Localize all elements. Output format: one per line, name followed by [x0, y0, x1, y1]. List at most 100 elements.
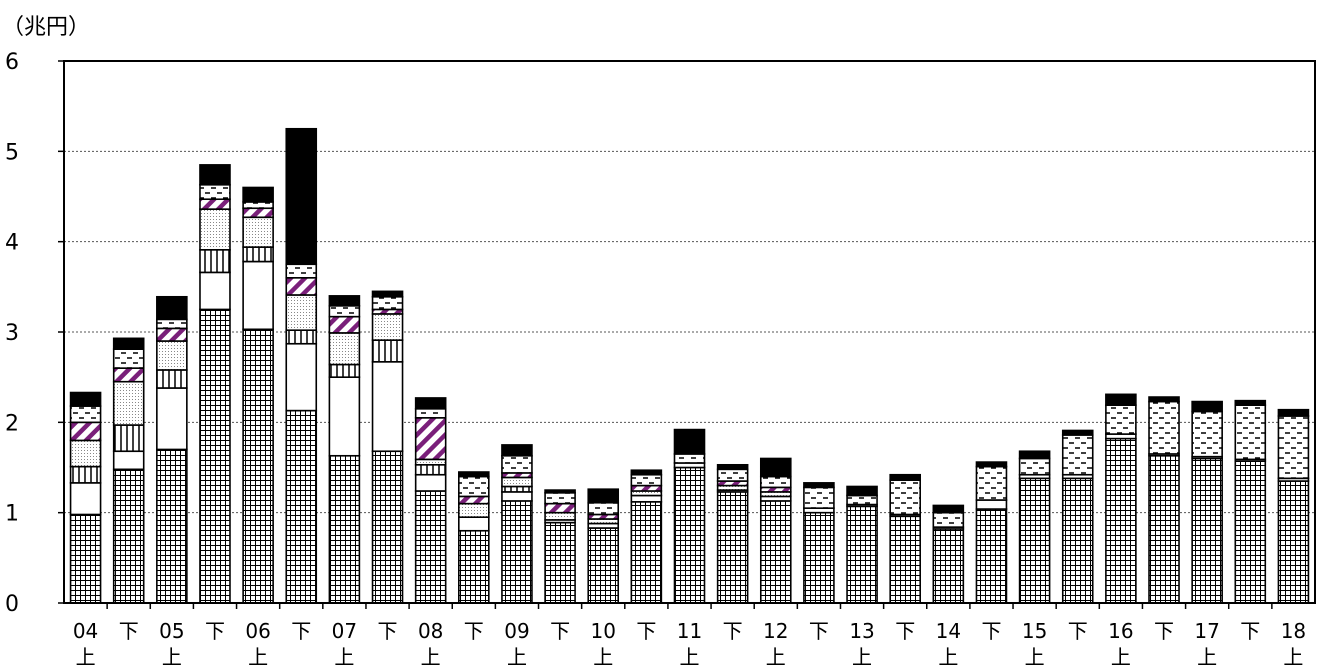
- x-tick-label: 下: [1240, 619, 1260, 643]
- x-tick-label: 下: [464, 619, 484, 643]
- bar-segment-dashes: [544, 491, 576, 505]
- bar-segment-vertical: [285, 329, 318, 345]
- bar-segment-diagonal: [285, 276, 318, 296]
- bar-segment-grid: [1148, 454, 1180, 604]
- x-tick-sublabel: 上: [680, 645, 700, 668]
- bar-segment-dashes: [199, 183, 231, 201]
- bar-segment-white: [69, 482, 102, 516]
- bar-segment-black: [975, 461, 1008, 468]
- bar-segment-grid: [587, 527, 620, 604]
- x-tick-label: 15: [1022, 619, 1047, 643]
- bar-segment-white: [112, 450, 145, 471]
- x-tick-sublabel: 上: [248, 645, 268, 668]
- bar-segment-white: [328, 376, 361, 457]
- bar-segment-dashes: [932, 511, 965, 528]
- x-tick-sublabel: 上: [1283, 645, 1303, 668]
- bar-segment-grid: [932, 528, 965, 604]
- bar-segment-dashes: [69, 405, 102, 424]
- bar-segment-dashes: [501, 454, 533, 474]
- bar-segment-black: [587, 488, 620, 504]
- bar-segment-white: [156, 387, 188, 451]
- bar-segment-grid: [1191, 457, 1223, 604]
- bar-segment-grid: [1277, 480, 1310, 604]
- bar-segment-black: [1018, 450, 1051, 460]
- bar-segment-diagonal: [328, 315, 361, 334]
- bar-segment-dashes: [414, 407, 447, 419]
- x-tick-sublabel: 上: [938, 645, 958, 668]
- x-tick-label: 下: [723, 619, 743, 643]
- x-tick-sublabel: 上: [507, 645, 527, 668]
- bar-segment-dots: [458, 502, 490, 518]
- bar-segment-diagonal: [199, 198, 231, 210]
- bar-segment-black: [371, 290, 404, 298]
- plot-frame: [63, 60, 1316, 604]
- bar-segment-black: [1277, 408, 1310, 417]
- bar-segment-black: [458, 471, 490, 478]
- bar-segment-grid: [846, 505, 878, 604]
- bar-segment-dashes: [803, 486, 835, 509]
- bar-segment-grid: [371, 450, 404, 604]
- bar-segment-grid: [285, 409, 318, 604]
- x-tick-label: 11: [677, 619, 702, 643]
- x-tick-sublabel: 上: [1197, 645, 1217, 668]
- bar-segment-vertical: [371, 339, 404, 363]
- bar-segment-dashes: [1105, 404, 1137, 435]
- bar-segment-dashes: [1191, 410, 1223, 458]
- x-tick-label: 18: [1281, 619, 1306, 643]
- bar-segment-dashes: [328, 305, 361, 318]
- bar-segment-dashes: [156, 318, 188, 330]
- bar-segment-dashes: [759, 475, 792, 489]
- x-tick-label: 下: [1068, 619, 1088, 643]
- bar-segment-diagonal: [69, 421, 102, 442]
- bar-segment-vertical: [156, 369, 188, 389]
- x-tick-label: 10: [590, 619, 615, 643]
- bar-segment-grid: [759, 500, 792, 604]
- bar-segment-dashes: [1277, 415, 1310, 480]
- bar-segment-black: [501, 444, 533, 457]
- bar-segment-dots: [69, 439, 102, 468]
- bar-segment-black: [759, 457, 792, 478]
- x-tick-sublabel: 上: [76, 645, 96, 668]
- bar-segment-grid: [630, 501, 663, 604]
- bar-segment-grid: [199, 308, 231, 604]
- bar-segment-grid: [673, 466, 706, 604]
- bar-segment-white: [199, 271, 231, 311]
- x-tick-label: 下: [378, 619, 398, 643]
- bar-segment-diagonal: [458, 495, 490, 505]
- bar-segment-vertical: [242, 246, 274, 263]
- bars: [69, 127, 1310, 604]
- bar-segment-dashes: [975, 465, 1008, 501]
- bar-segment-dashes: [1018, 457, 1051, 476]
- bar-segment-dots: [285, 294, 318, 331]
- bar-segment-dashes: [889, 479, 921, 516]
- bar-segment-vertical: [414, 463, 447, 476]
- y-tick-label: 2: [5, 411, 19, 436]
- x-tick-label: 下: [809, 619, 829, 643]
- bar-segment-black: [328, 295, 361, 307]
- y-axis-unit-label: （兆円）: [2, 15, 90, 40]
- bar-segment-grid: [803, 511, 835, 604]
- bar-segment-dashes: [458, 475, 490, 498]
- x-tick-label: 下: [205, 619, 225, 643]
- bar-segment-dashes: [1148, 400, 1180, 455]
- y-tick-label: 4: [5, 231, 19, 256]
- bar-segment-dashes: [285, 263, 318, 279]
- x-tick-sublabel: 上: [852, 645, 872, 668]
- x-tick-label: 06: [245, 619, 270, 643]
- bar-segment-dots: [544, 511, 576, 521]
- bar-segment-grid: [544, 521, 576, 604]
- bar-segment-dashes: [846, 494, 878, 506]
- x-tick-sublabel: 上: [162, 645, 182, 668]
- bar-segment-diagonal: [414, 417, 447, 461]
- x-tick-sublabel: 上: [1111, 645, 1131, 668]
- bar-segment-black: [716, 463, 749, 471]
- bar-segment-grid: [975, 508, 1008, 604]
- bar-segment-grid: [69, 513, 102, 604]
- x-tick-label: 12: [763, 619, 788, 643]
- bar-segment-vertical: [328, 363, 361, 378]
- x-tick-label: 16: [1108, 619, 1133, 643]
- bar-segment-grid: [414, 490, 447, 604]
- bar-segment-black: [1061, 429, 1094, 436]
- bar-segment-white: [630, 494, 663, 503]
